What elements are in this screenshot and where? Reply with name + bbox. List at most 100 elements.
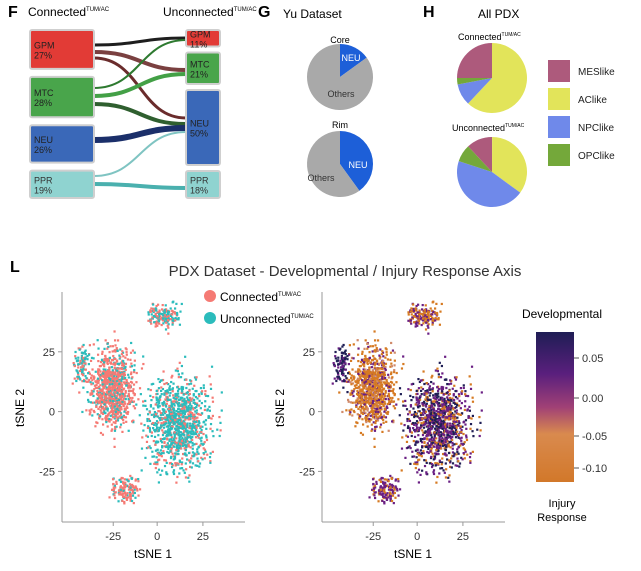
scatter-point (179, 408, 182, 412)
scatter-point (452, 420, 455, 423)
scatter-point (126, 485, 129, 488)
scatter-point (150, 322, 153, 325)
scatter-point (363, 401, 366, 404)
scatter-point (446, 408, 449, 411)
scatter-point (169, 398, 172, 401)
scatter-point (81, 380, 84, 383)
scatter-point (374, 380, 377, 383)
scatter-point (422, 413, 425, 416)
scatter-point (84, 353, 87, 356)
scatter-point (150, 399, 153, 402)
panel-letter-l: L (10, 259, 20, 276)
scatter-point (161, 438, 164, 441)
scatter-point (155, 397, 158, 400)
scatter-point (79, 361, 82, 364)
scatter-point (364, 380, 368, 383)
scatter-point (118, 415, 121, 418)
pie-unconnected-slice-opclike (458, 146, 492, 172)
scatter-point (407, 311, 410, 314)
scatter-point (82, 366, 85, 369)
scatter-point (342, 380, 346, 383)
scatter-point (375, 347, 378, 350)
scatter-point (102, 387, 106, 390)
scatter-point (169, 411, 173, 414)
scatter-point (163, 411, 167, 415)
scatter-point (358, 406, 362, 409)
scatter-point (376, 362, 379, 366)
scatter-point (351, 379, 354, 382)
scatter-point (130, 499, 134, 503)
scatter-point (149, 430, 152, 433)
scatter-point (423, 308, 426, 312)
scatter-point (146, 435, 150, 438)
scatter-point (443, 411, 446, 414)
scatter-point (407, 446, 410, 449)
scatter-point (144, 456, 147, 459)
scatter-point (354, 386, 358, 389)
scatter-point (86, 354, 89, 358)
scatter-point (188, 402, 191, 405)
scatter-point (119, 371, 122, 374)
scatter-point (158, 318, 161, 321)
scatter-point (447, 445, 450, 448)
scatter-point (120, 353, 124, 356)
scatter-point (96, 377, 100, 380)
scatter-point (377, 385, 380, 388)
scatter-point (374, 362, 377, 365)
scatter-point (77, 363, 80, 366)
scatter-point (113, 366, 116, 369)
scatter-point (175, 447, 179, 450)
scatter-point (391, 400, 394, 404)
scatter-point (437, 404, 440, 407)
scatter-point (112, 421, 115, 424)
scatter-point (355, 383, 358, 387)
scatter-point (442, 442, 445, 445)
scatter-point (429, 433, 433, 437)
scatter-point (447, 443, 450, 446)
scatter-point (441, 432, 445, 435)
scatter-point (388, 401, 391, 405)
scatter-point (122, 367, 125, 370)
scatter-point (178, 323, 182, 326)
scatter-point (163, 311, 166, 314)
scatter-point (379, 485, 382, 488)
scatter-point (204, 450, 207, 453)
scatter-point (130, 365, 133, 368)
scatter-point (112, 363, 115, 366)
scatter-point (177, 392, 180, 395)
scatter-point (456, 430, 459, 433)
scatter-point (375, 480, 378, 483)
scatter-point (111, 398, 114, 401)
scatter-point (416, 459, 420, 462)
scatter-point (162, 431, 165, 434)
scatter-point (439, 422, 442, 425)
scatter-point (450, 457, 453, 460)
scatter-point (429, 415, 433, 419)
scatter-point (383, 500, 386, 504)
scatter-point (178, 411, 181, 414)
scatter-point (155, 440, 158, 443)
scatter-point (177, 462, 180, 465)
scatter-point (384, 367, 387, 370)
scatter-point (446, 390, 450, 394)
scatter-point (416, 461, 419, 464)
scatter-point (127, 382, 130, 385)
scatter-point (423, 445, 426, 448)
scatter-point (450, 427, 453, 430)
scatter-point (186, 390, 190, 394)
scatter-point (440, 385, 443, 389)
scatter-point (102, 370, 106, 373)
scatter-point (381, 477, 384, 480)
scatter-point (419, 439, 423, 443)
scatter-point (381, 350, 384, 353)
scatter-point (408, 445, 411, 448)
scatter-point (115, 425, 118, 428)
scatter-point (183, 422, 186, 425)
scatter-point (376, 379, 379, 382)
x-tick-label: 25 (457, 531, 469, 543)
scatter-point (181, 390, 184, 393)
scatter-point (182, 414, 185, 417)
scatter-point (74, 355, 77, 358)
scatter-point (175, 425, 178, 428)
